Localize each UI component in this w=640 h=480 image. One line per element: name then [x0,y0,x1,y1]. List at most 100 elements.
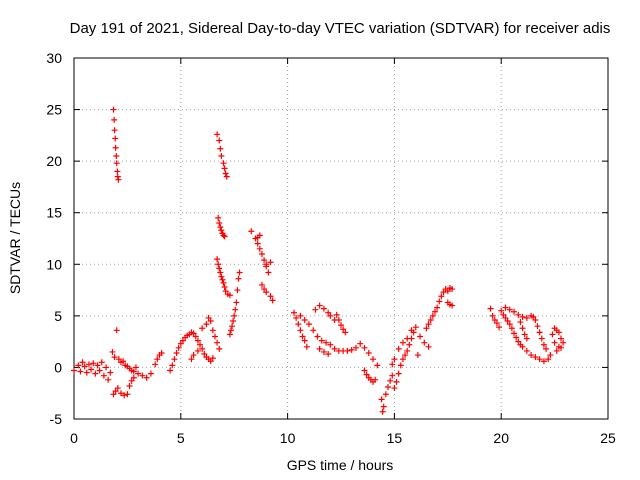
data-point [536,356,543,363]
data-point [320,305,327,312]
data-point [417,333,424,340]
data-point [363,371,370,378]
data-point [333,311,340,318]
data-point [71,367,77,374]
data-point [214,339,221,346]
data-point [427,316,434,323]
data-point [523,347,530,354]
data-point [88,366,95,373]
data-point [534,323,541,330]
data-point [500,311,507,318]
data-point [553,347,560,354]
data-point [110,391,117,398]
data-point [293,314,300,321]
data-point [112,135,119,142]
data-point [491,316,498,323]
data-point [506,306,513,313]
data-point [489,312,496,319]
data-point [506,321,513,328]
data-point [234,287,241,294]
data-point [263,261,270,268]
data-point [197,341,204,348]
data-point [340,326,347,333]
data-point [111,127,118,134]
data-point [508,325,515,332]
data-point [190,352,197,359]
data-point [227,327,234,334]
data-point [211,333,218,340]
data-point [219,276,226,283]
data-point [217,269,224,276]
data-point [113,327,120,334]
y-tick-label: 5 [54,308,62,324]
data-point [425,321,432,328]
data-point [126,382,133,389]
data-point [229,323,236,330]
data-point [98,359,105,366]
data-point [335,316,342,323]
data-point [540,358,547,365]
data-point [167,367,174,374]
data-point [218,273,225,280]
data-point [361,367,368,374]
data-point [214,256,221,263]
data-point [218,152,225,159]
data-point [515,338,522,345]
data-point [158,349,165,356]
data-point [267,259,274,266]
data-point [387,377,394,384]
series-group [110,106,122,183]
data-point [318,337,325,344]
data-point [498,307,505,314]
data-point [109,348,116,355]
data-point [320,348,327,355]
data-point [382,391,389,398]
data-point [258,281,265,288]
data-point [217,224,224,231]
data-point [121,392,128,399]
data-point [549,331,556,338]
data-point [523,314,530,321]
data-point [139,372,146,379]
series-group [226,269,243,338]
data-point [517,319,524,326]
data-point [175,344,182,351]
x-tick-label: 0 [70,430,78,446]
data-point [389,361,396,368]
data-point [216,265,223,272]
data-point [103,364,110,371]
data-point [519,313,526,320]
data-point [323,339,330,346]
data-point [449,302,456,309]
data-point [218,227,225,234]
data-point [342,329,349,336]
data-point [301,316,308,323]
series-group [331,311,381,385]
data-point [530,313,537,320]
data-point [205,314,212,321]
x-tick-label: 5 [177,430,185,446]
data-point [436,298,443,305]
data-point [261,286,268,293]
data-point [555,329,562,336]
data-point [248,228,255,235]
data-point [207,358,214,365]
data-point [513,334,520,341]
data-point [310,327,317,334]
data-point [261,257,268,264]
data-point [265,269,272,276]
data-point [449,286,456,293]
series-group [214,256,233,299]
data-point [216,137,223,144]
data-point [532,316,539,323]
data-point [404,347,411,354]
data-point [540,341,547,348]
x-tick-label: 10 [280,430,296,446]
data-point [523,335,530,342]
data-point [299,333,306,340]
data-point [223,173,230,180]
data-point [81,363,88,370]
data-point [543,345,550,352]
data-point [96,367,103,374]
data-point [258,250,265,257]
